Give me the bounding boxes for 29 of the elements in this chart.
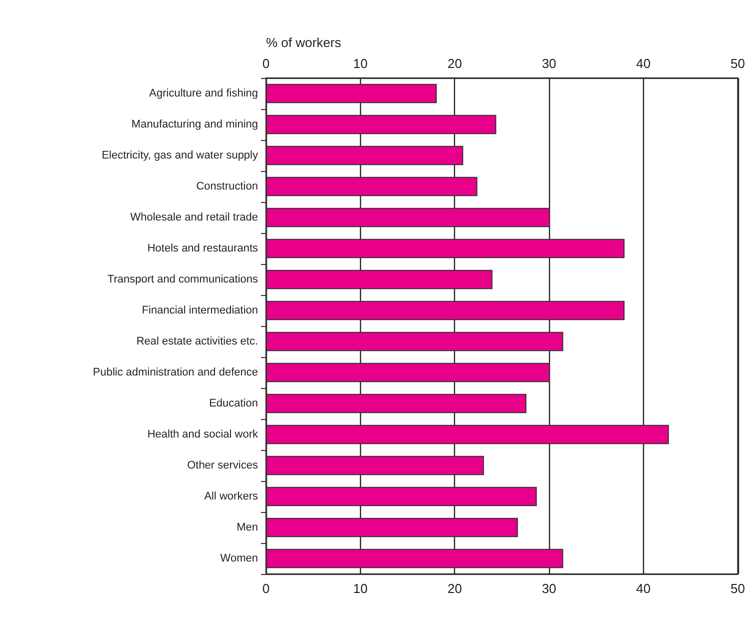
y-tick-label: Wholesale and retail trade bbox=[130, 212, 258, 224]
y-tick-label: Manufacturing and mining bbox=[131, 118, 258, 130]
y-tick-label: Hotels and restaurants bbox=[147, 242, 258, 254]
x2-axis-title: % of workers bbox=[266, 35, 342, 50]
x2-tick-label: 30 bbox=[542, 56, 556, 71]
x2-tick-label: 10 bbox=[353, 56, 368, 71]
x-tick-label: 50 bbox=[730, 581, 746, 596]
x2-tick-label: 0 bbox=[262, 56, 270, 71]
y-tick-label: Health and social work bbox=[147, 428, 258, 440]
x-tick-label: 20 bbox=[447, 581, 462, 596]
x-tick-label: 30 bbox=[542, 581, 556, 596]
y-tick-label: Women bbox=[220, 552, 258, 564]
y-tick-label: Education bbox=[209, 398, 258, 410]
y-tick-label: Financial intermediation bbox=[142, 304, 258, 316]
x-tick-label: 40 bbox=[636, 581, 651, 596]
x-tick-label: 0 bbox=[262, 581, 270, 596]
y-tick-label: Men bbox=[236, 522, 258, 534]
x2-tick-label: 50 bbox=[730, 56, 746, 71]
y-tick-label: Public administration and defence bbox=[92, 366, 258, 378]
y-tick-label: Other services bbox=[187, 460, 258, 472]
y-tick-label: Construction bbox=[196, 180, 258, 192]
x-tick-label: 10 bbox=[353, 581, 368, 596]
x2-tick-label: 40 bbox=[636, 56, 651, 71]
y-tick-label: Electricity, gas and water supply bbox=[102, 150, 258, 162]
y-tick-label: All workers bbox=[204, 490, 258, 502]
x2-tick-label: 20 bbox=[447, 56, 462, 71]
y-tick-label: Transport and communications bbox=[107, 274, 258, 286]
y-tick-label: Agriculture and fishing bbox=[149, 88, 258, 100]
y-tick-label: Real estate activities etc. bbox=[136, 336, 258, 348]
